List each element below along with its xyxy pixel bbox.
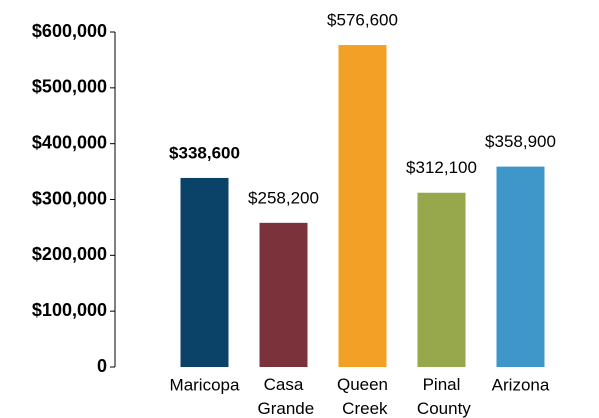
bar [259,222,308,367]
x-tick-label: Casa Grande [253,375,314,418]
y-tick-label: $400,000 [32,132,107,152]
y-tick-label: 0 [97,356,107,376]
x-tick-label: Maricopa [170,375,240,394]
x-tick-label: Arizona [492,375,550,394]
y-tick-label: $500,000 [32,77,107,97]
x-tick-label: Pinal County [412,375,471,418]
y-tick-label: $100,000 [32,300,107,320]
value-label: $258,200 [248,188,319,207]
value-label: $312,100 [406,158,477,177]
value-label: $338,600 [169,143,240,162]
y-tick-label: $300,000 [32,188,107,208]
x-tick-label: Queen Creek [337,375,388,418]
bar [338,45,387,367]
value-label: $358,900 [485,132,556,151]
bar [180,177,229,367]
bar [417,192,466,367]
value-label: $576,600 [327,11,398,30]
bar [496,166,545,367]
y-tick-label: $200,000 [32,244,107,264]
y-tick-label: $600,000 [32,21,107,41]
